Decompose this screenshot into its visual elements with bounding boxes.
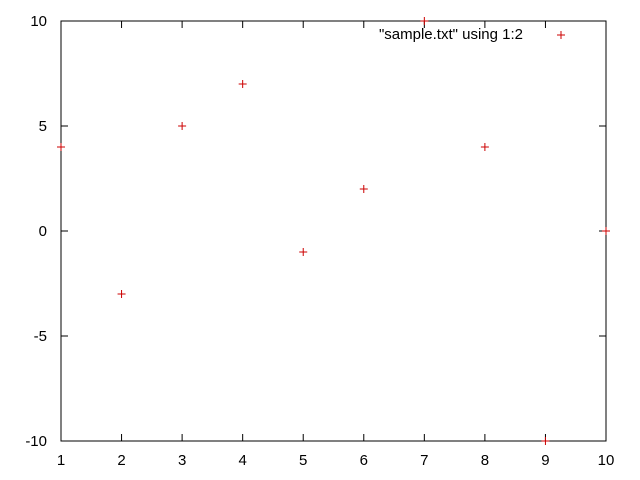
data-point (541, 437, 550, 445)
data-point (178, 122, 187, 130)
y-tick-label: 10 (30, 13, 47, 30)
plot-border (60, 20, 607, 442)
legend-marker (557, 31, 565, 39)
x-tick-label: 8 (481, 452, 489, 469)
data-point (57, 143, 65, 151)
x-tick-label: 4 (238, 452, 246, 469)
data-point (238, 80, 247, 88)
data-point (299, 248, 308, 256)
x-tick-label: 1 (57, 452, 65, 469)
axis-tick-labels: 1 2 3 4 5 6 7 8 9 10 10 5 0 -5 -10 (25, 13, 614, 469)
data-point (420, 17, 429, 25)
legend: "sample.txt" using 1:2 (379, 26, 565, 43)
plot-frame (60, 20, 607, 442)
x-tick-label: 7 (420, 452, 428, 469)
data-markers (57, 17, 610, 445)
data-point (480, 143, 489, 151)
x-tick-label: 6 (360, 452, 368, 469)
data-point (359, 185, 368, 193)
x-tick-label: 9 (541, 452, 549, 469)
x-tick-label: 5 (299, 452, 307, 469)
y-tick-label: 5 (39, 118, 47, 135)
x-tick-label: 2 (117, 452, 125, 469)
y-tick-label: 0 (39, 223, 47, 240)
x-tick-label: 3 (178, 452, 186, 469)
data-point (117, 290, 126, 298)
x-tick-label: 10 (598, 452, 615, 469)
y-tick-label: -10 (25, 433, 47, 450)
data-point (602, 227, 610, 235)
y-tick-label: -5 (34, 328, 47, 345)
legend-label: "sample.txt" using 1:2 (379, 26, 523, 43)
axis-ticks (60, 20, 607, 442)
